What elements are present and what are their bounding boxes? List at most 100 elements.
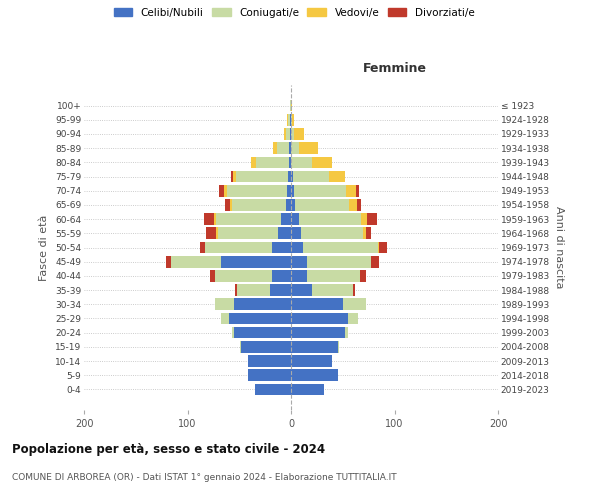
- Bar: [291, 170, 293, 182]
- Bar: [214, 214, 217, 225]
- Bar: [231, 170, 233, 182]
- Bar: [291, 214, 299, 225]
- Bar: [378, 242, 379, 254]
- Bar: [234, 327, 291, 338]
- Bar: [225, 199, 230, 210]
- Bar: [218, 228, 278, 239]
- Bar: [287, 114, 288, 126]
- Bar: [365, 228, 371, 239]
- Bar: [294, 128, 304, 140]
- Bar: [290, 114, 291, 126]
- Bar: [299, 214, 361, 225]
- Bar: [291, 228, 301, 239]
- Bar: [312, 156, 332, 168]
- Bar: [346, 185, 356, 196]
- Bar: [291, 142, 299, 154]
- Text: Popolazione per età, sesso e stato civile - 2024: Popolazione per età, sesso e stato civil…: [12, 442, 325, 456]
- Bar: [287, 185, 291, 196]
- Bar: [290, 100, 291, 112]
- Bar: [371, 256, 379, 268]
- Bar: [348, 312, 358, 324]
- Bar: [292, 114, 294, 126]
- Bar: [288, 170, 291, 182]
- Bar: [230, 199, 232, 210]
- Bar: [215, 270, 272, 281]
- Bar: [345, 327, 348, 338]
- Bar: [271, 284, 291, 296]
- Bar: [232, 199, 286, 210]
- Bar: [221, 256, 291, 268]
- Bar: [307, 270, 361, 281]
- Bar: [291, 256, 307, 268]
- Bar: [291, 156, 312, 168]
- Bar: [307, 256, 371, 268]
- Bar: [291, 312, 348, 324]
- Bar: [227, 185, 287, 196]
- Bar: [289, 142, 291, 154]
- Bar: [312, 284, 353, 296]
- Bar: [291, 185, 294, 196]
- Bar: [291, 355, 332, 367]
- Bar: [291, 114, 292, 126]
- Bar: [248, 355, 291, 367]
- Bar: [301, 228, 364, 239]
- Bar: [291, 327, 345, 338]
- Bar: [206, 228, 217, 239]
- Bar: [291, 341, 338, 352]
- Bar: [353, 284, 355, 296]
- Bar: [218, 185, 224, 196]
- Bar: [357, 199, 361, 210]
- Bar: [233, 170, 236, 182]
- Bar: [255, 384, 291, 395]
- Bar: [215, 298, 234, 310]
- Bar: [361, 214, 367, 225]
- Bar: [237, 284, 271, 296]
- Bar: [356, 185, 359, 196]
- Text: Femmine: Femmine: [362, 62, 427, 75]
- Bar: [291, 284, 312, 296]
- Bar: [291, 370, 338, 381]
- Bar: [204, 214, 214, 225]
- Bar: [291, 298, 343, 310]
- Bar: [217, 214, 281, 225]
- Bar: [241, 341, 291, 352]
- Y-axis label: Anni di nascita: Anni di nascita: [554, 206, 564, 288]
- Bar: [251, 156, 256, 168]
- Bar: [235, 284, 237, 296]
- Bar: [293, 170, 329, 182]
- Bar: [295, 199, 349, 210]
- Bar: [274, 142, 277, 154]
- Text: COMUNE DI ARBOREA (OR) - Dati ISTAT 1° gennaio 2024 - Elaborazione TUTTITALIA.IT: COMUNE DI ARBOREA (OR) - Dati ISTAT 1° g…: [12, 472, 397, 482]
- Bar: [217, 228, 218, 239]
- Bar: [291, 199, 295, 210]
- Bar: [272, 270, 291, 281]
- Bar: [232, 327, 234, 338]
- Bar: [288, 114, 290, 126]
- Bar: [234, 298, 291, 310]
- Y-axis label: Fasce di età: Fasce di età: [40, 214, 49, 280]
- Bar: [272, 242, 291, 254]
- Bar: [221, 312, 229, 324]
- Legend: Celibi/Nubili, Coniugati/e, Vedovi/e, Divorziati/e: Celibi/Nubili, Coniugati/e, Vedovi/e, Di…: [113, 8, 475, 18]
- Bar: [256, 156, 289, 168]
- Bar: [304, 242, 378, 254]
- Bar: [291, 384, 324, 395]
- Bar: [286, 199, 291, 210]
- Bar: [291, 242, 304, 254]
- Bar: [248, 370, 291, 381]
- Bar: [278, 228, 291, 239]
- Bar: [349, 199, 357, 210]
- Bar: [291, 100, 292, 112]
- Bar: [343, 298, 365, 310]
- Bar: [367, 214, 377, 225]
- Bar: [329, 170, 345, 182]
- Bar: [224, 185, 227, 196]
- Bar: [284, 128, 286, 140]
- Bar: [205, 242, 272, 254]
- Bar: [290, 128, 291, 140]
- Bar: [299, 142, 318, 154]
- Bar: [286, 128, 290, 140]
- Bar: [281, 214, 291, 225]
- Bar: [379, 242, 387, 254]
- Bar: [236, 170, 288, 182]
